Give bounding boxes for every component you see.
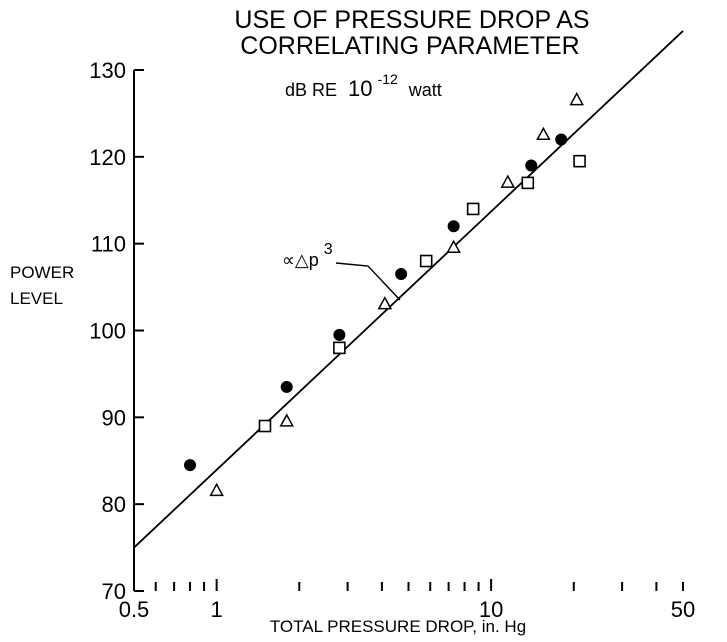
x-tick-label: 1 — [211, 597, 223, 622]
y-tick-label: 120 — [89, 145, 126, 170]
y-axis-label-line-1: POWER — [10, 263, 74, 282]
data-point-filled-circle — [395, 268, 408, 281]
units-label: dB RE 10 -12 watt — [285, 68, 442, 101]
units-suffix: watt — [408, 80, 442, 100]
chart-title: USE OF PRESSURE DROP AS — [234, 6, 589, 34]
fit-annotation-exponent: 3 — [324, 241, 333, 258]
data-point-open-triangle — [500, 174, 516, 188]
y-axis-label-line-2: LEVEL — [10, 289, 63, 308]
data-point-open-square — [466, 202, 480, 216]
data-point-filled-circle — [333, 328, 346, 341]
y-tick-label: 80 — [102, 492, 126, 517]
y-tick-label: 70 — [102, 579, 126, 604]
x-tick-label: 50 — [671, 597, 695, 622]
data-point-open-square — [573, 154, 586, 168]
data-point-open-square — [521, 176, 535, 190]
fit-line-layer — [133, 30, 684, 549]
chart-subtitle: CORRELATING PARAMETER — [240, 32, 579, 60]
data-point-open-triangle — [536, 126, 551, 141]
data-point-open-square — [258, 419, 272, 433]
data-point-open-square — [333, 341, 346, 355]
x-tick-label: 0.5 — [119, 597, 150, 622]
y-tick-label: 90 — [102, 405, 126, 430]
data-point-filled-circle — [184, 459, 197, 472]
data-point-open-triangle — [446, 239, 461, 253]
x-axis-label: TOTAL PRESSURE DROP, in. Hg — [270, 617, 526, 636]
fit-annotation-base: ∝△p — [282, 250, 319, 270]
x-tick-label: 10 — [479, 597, 503, 622]
fit-line-annotation: ∝△p 3 — [282, 241, 333, 270]
units-exponent: -12 — [378, 71, 398, 87]
y-tick-label: 130 — [89, 58, 126, 83]
data-point-open-triangle — [209, 482, 224, 497]
fit-line — [133, 30, 684, 549]
y-tick-label: 110 — [91, 232, 126, 257]
data-point-filled-circle — [555, 133, 568, 146]
data-point-open-triangle — [279, 413, 294, 427]
units-prefix: dB RE — [285, 80, 337, 100]
data-markers — [184, 92, 586, 497]
data-point-open-square — [419, 254, 433, 268]
data-point-filled-circle — [525, 159, 538, 172]
data-point-open-triangle — [569, 92, 584, 106]
annotation-leader — [335, 262, 401, 301]
data-point-filled-circle — [280, 380, 293, 393]
y-tick-label: 100 — [89, 319, 126, 344]
units-base: 10 — [348, 76, 372, 101]
data-point-open-triangle — [377, 296, 393, 310]
data-point-filled-circle — [447, 220, 460, 233]
